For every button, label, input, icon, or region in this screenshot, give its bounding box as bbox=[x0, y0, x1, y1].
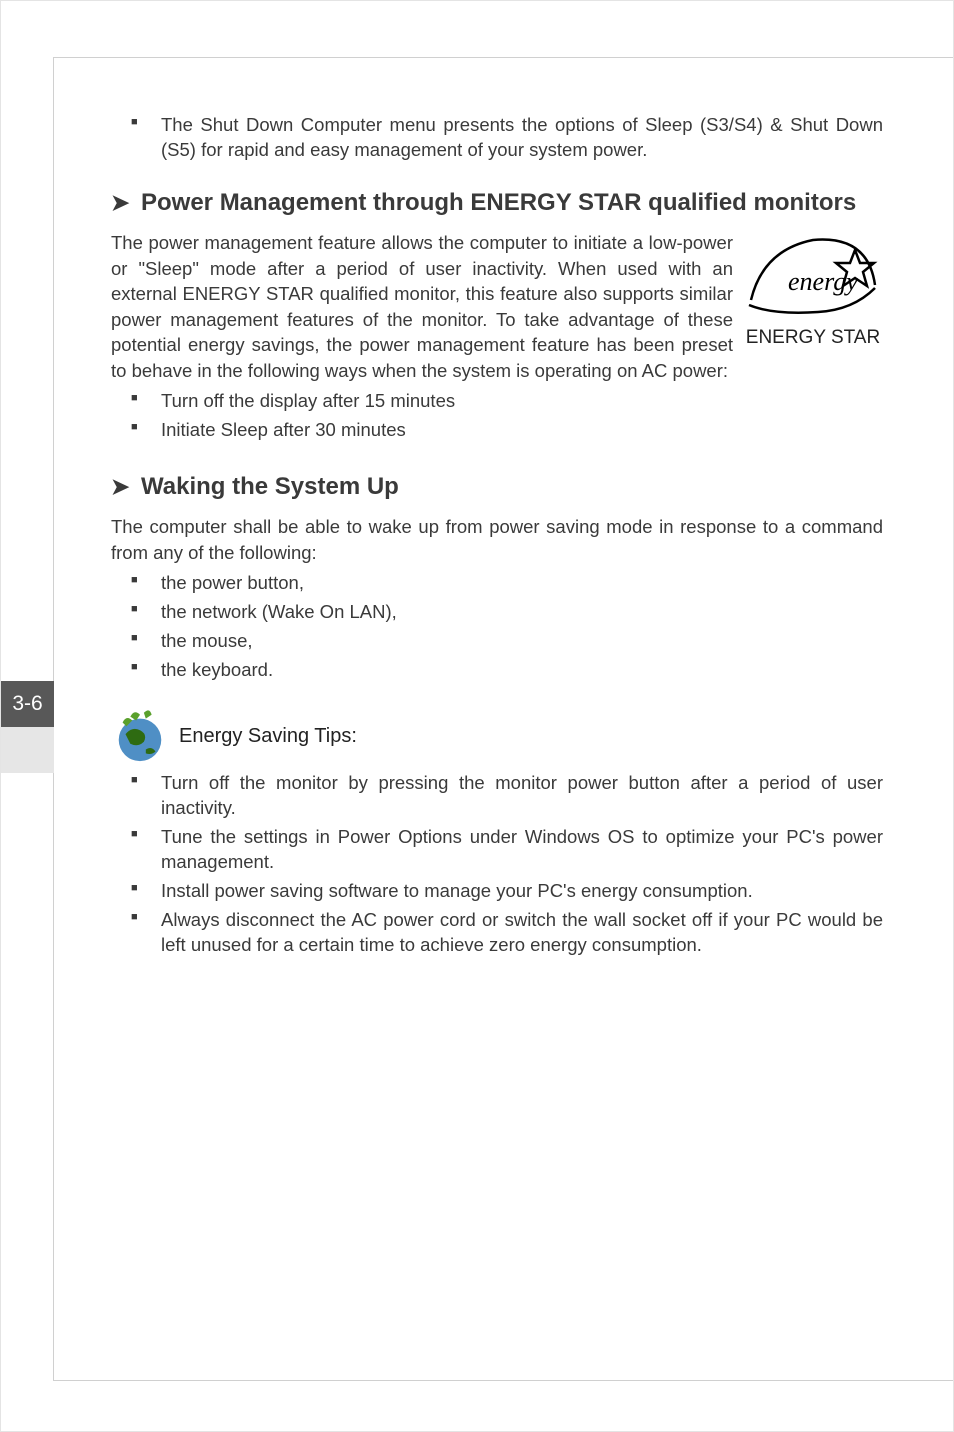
list-item: Initiate Sleep after 30 minutes bbox=[161, 418, 883, 443]
list-item: Always disconnect the AC power cord or s… bbox=[161, 908, 883, 958]
energy-star-block: energy ENERGY STAR bbox=[743, 230, 883, 349]
list-item: the mouse, bbox=[161, 629, 883, 654]
list-item: Install power saving software to manage … bbox=[161, 879, 883, 904]
list-item: the keyboard. bbox=[161, 658, 883, 683]
section-heading-power-mgmt: Power Management through ENERGY STAR qua… bbox=[111, 187, 883, 218]
waking-paragraph: The computer shall be able to wake up fr… bbox=[111, 514, 883, 565]
tips-header: Energy Saving Tips: bbox=[111, 707, 883, 765]
page-number-tab: 3-6 bbox=[1, 681, 54, 727]
page-number-tab-shadow bbox=[1, 727, 54, 773]
section-heading-waking: Waking the System Up bbox=[111, 471, 883, 502]
power-mgmt-bullet-list: Turn off the display after 15 minutes In… bbox=[111, 389, 883, 443]
page-number: 3-6 bbox=[12, 692, 42, 716]
tips-bullet-list: Turn off the monitor by pressing the mon… bbox=[111, 771, 883, 958]
intro-bullet-list: The Shut Down Computer menu presents the… bbox=[111, 113, 883, 163]
page-content: The Shut Down Computer menu presents the… bbox=[111, 113, 883, 962]
svg-text:energy: energy bbox=[788, 267, 858, 296]
list-item: the power button, bbox=[161, 571, 883, 596]
tips-title: Energy Saving Tips: bbox=[179, 725, 357, 748]
list-item: the network (Wake On LAN), bbox=[161, 600, 883, 625]
list-item: Tune the settings in Power Options under… bbox=[161, 825, 883, 875]
waking-bullet-list: the power button, the network (Wake On L… bbox=[111, 571, 883, 683]
heading-text: Power Management through ENERGY STAR qua… bbox=[141, 189, 856, 216]
heading-text: Waking the System Up bbox=[141, 473, 399, 500]
page-frame: 3-6 The Shut Down Computer menu presents… bbox=[0, 0, 954, 1432]
list-item: Turn off the monitor by pressing the mon… bbox=[161, 771, 883, 821]
energy-star-icon: energy bbox=[743, 230, 883, 320]
list-item: The Shut Down Computer menu presents the… bbox=[161, 113, 883, 163]
list-item: Turn off the display after 15 minutes bbox=[161, 389, 883, 414]
energy-star-caption: ENERGY STAR bbox=[743, 327, 883, 349]
globe-icon bbox=[111, 707, 169, 765]
